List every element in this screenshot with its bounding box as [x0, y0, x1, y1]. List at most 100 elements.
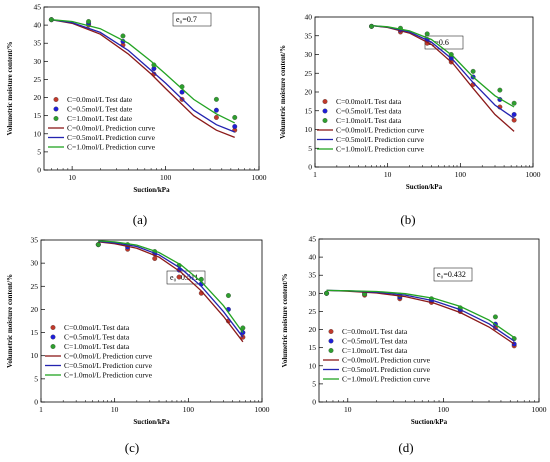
x-tick-label: 1 [313, 170, 317, 179]
x-axis-label: Suction/kPa [133, 418, 170, 426]
legend-entry: C=0.5mol/L Test data [342, 337, 408, 346]
x-tick-label: 10 [111, 405, 119, 414]
y-tick-label: 25 [305, 69, 313, 78]
x-axis-label: Suction/kPa [406, 183, 443, 191]
y-tick-label: 15 [31, 328, 39, 337]
data-point-2-6 [232, 115, 238, 120]
y-tick-label: 0 [34, 398, 38, 407]
legend-marker-swatch [53, 116, 59, 121]
legend-entry: C=0.0mol/L Prediction curve [342, 356, 431, 365]
data-point-2-6 [511, 100, 517, 106]
x-tick-label: 100 [455, 170, 467, 179]
legend-marker-swatch [328, 338, 334, 344]
data-point-2-5 [225, 293, 231, 298]
legend-marker-swatch [50, 325, 56, 330]
series-line-5 [98, 240, 244, 333]
y-tick-label: 30 [31, 259, 39, 268]
data-point-2-4 [470, 68, 476, 74]
legend-entry: C=0.5mol/L Prediction curve [64, 361, 153, 370]
legend-entry: C=0.5mol/L Test data [336, 107, 402, 116]
legend-marker-swatch [322, 118, 328, 123]
void-ratio-annotation: e₀=0.6 [428, 38, 449, 47]
y-tick-label: 5 [308, 144, 312, 153]
y-axis-label: Volumetric moisture content/% [281, 273, 289, 367]
series-line-3 [98, 241, 244, 343]
x-tick-label: 1 [39, 405, 43, 414]
y-tick-label: 0 [37, 166, 41, 175]
legend-entry: C=1.0mol/L Test data [342, 346, 408, 355]
y-tick-label: 20 [305, 88, 313, 97]
y-tick-label: 10 [309, 361, 317, 370]
legend-entry: C=1.0mol/L Prediction curve [67, 143, 156, 152]
x-axis-label: Suction/kPa [411, 418, 448, 426]
x-tick-label: 1000 [526, 170, 541, 179]
plot-frame [318, 238, 540, 403]
x-tick-label: 100 [183, 405, 195, 414]
y-tick-label: 10 [34, 129, 42, 138]
panel-label-c: (c) [124, 440, 140, 455]
y-tick-label: 0 [312, 398, 316, 407]
x-tick-label: 10 [68, 173, 76, 182]
legend-marker-swatch [53, 106, 59, 112]
data-point-1-4 [179, 89, 185, 95]
data-point-2-0 [95, 242, 101, 248]
data-point-1-5 [213, 107, 219, 113]
data-point-1-6 [511, 112, 517, 117]
plot-frame [40, 239, 263, 403]
panel-label-a: (a) [132, 212, 148, 227]
y-axis-label: Volumetric moisture content/% [6, 274, 14, 368]
legend-entry: C=1.0mol/L Test data [64, 342, 130, 351]
legend-entry: C=0.0mol/L Prediction curve [64, 352, 153, 361]
data-point-0-5 [213, 115, 219, 120]
y-tick-label: 35 [34, 39, 42, 48]
legend-marker-swatch [328, 329, 334, 334]
series-line-5 [51, 19, 235, 124]
data-point-2-2 [424, 31, 430, 37]
void-ratio-annotation: e₀=0.432 [437, 270, 466, 279]
data-point-0-2 [152, 256, 158, 261]
legend-entry: C=1.0mol/L Test data [336, 116, 402, 125]
x-tick-label: 1000 [532, 405, 547, 414]
void-ratio-annotation: e₀=0.7 [176, 15, 197, 24]
y-tick-label: 15 [305, 106, 313, 115]
legend-marker-swatch [50, 334, 56, 340]
legend-entry: C=0.0mol/L Test data [342, 327, 408, 336]
x-tick-label: 100 [160, 173, 172, 182]
x-tick-label: 10 [384, 170, 392, 179]
y-tick-label: 40 [305, 13, 313, 22]
y-tick-label: 25 [31, 282, 39, 291]
legend-marker-swatch [322, 99, 328, 104]
y-axis-label: Volumetric moisture content/% [279, 45, 287, 139]
plot-frame [43, 6, 260, 171]
legend-entry: C=0.0mol/L Test data [336, 97, 402, 106]
y-tick-label: 5 [34, 374, 38, 383]
legend-entry: C=0.5mol/L Prediction curve [336, 135, 425, 144]
data-point-1-6 [232, 124, 238, 129]
y-tick-label: 35 [305, 31, 313, 40]
x-tick-label: 100 [438, 405, 450, 414]
legend-marker-swatch [328, 348, 334, 353]
data-point-2-1 [86, 19, 92, 24]
y-tick-label: 30 [305, 50, 313, 59]
data-point-2-5 [497, 87, 503, 93]
data-point-2-0 [324, 290, 330, 296]
data-point-2-5 [213, 96, 219, 102]
y-tick-label: 0 [308, 163, 312, 172]
series-line-4 [98, 240, 244, 338]
y-tick-label: 10 [31, 351, 39, 360]
panel-label-d: (d) [398, 440, 414, 455]
legend-entry: C=0.0mol/L Test data [64, 323, 130, 332]
legend-entry: C=0.5mol/L Test data [64, 333, 130, 342]
chart-panel-b: 1 10 100 1000 0 5 10 15 20 25 30 35 40 Suction/kPa Vol… [279, 13, 541, 192]
legend-entry: C=0.0mol/L Test date [67, 95, 133, 104]
y-tick-label: 30 [34, 57, 42, 66]
y-tick-label: 25 [309, 307, 317, 316]
y-tick-label: 25 [34, 75, 42, 84]
x-tick-label: 10 [344, 405, 352, 414]
legend-entry: C=1.0mol/L Prediction curve [342, 375, 431, 384]
y-tick-label: 20 [34, 93, 42, 102]
data-point-2-5 [492, 314, 498, 320]
legend-entry: C=1.0mol/L Prediction curve [336, 145, 425, 154]
x-axis-label: Suction/kPa [133, 186, 170, 194]
data-point-2-2 [120, 33, 126, 39]
